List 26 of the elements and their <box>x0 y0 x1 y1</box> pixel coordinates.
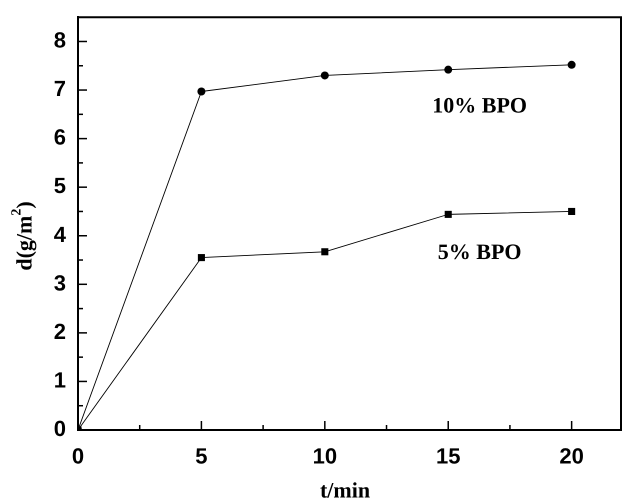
y-tick-label: 1 <box>54 368 66 392</box>
x-tick-label: 0 <box>72 443 84 468</box>
x-tick-label: 10 <box>312 443 338 468</box>
y-tick-label: 6 <box>54 124 66 150</box>
series-label: 10% BPO <box>432 92 528 118</box>
y-tick-label: 8 <box>54 28 66 53</box>
point <box>320 71 329 80</box>
y-tick-label: 5 <box>54 173 66 198</box>
point <box>568 208 576 215</box>
point <box>568 60 576 69</box>
y-tick-label: 4 <box>54 222 67 247</box>
y-tick-label: 2 <box>54 318 66 344</box>
point <box>198 254 205 262</box>
point <box>444 66 452 74</box>
y-tick-label: 0 <box>54 416 66 442</box>
y-axis-title: d(g/m2) <box>10 201 37 271</box>
y-tick-label: 7 <box>54 76 66 102</box>
x-axis-title: t/min <box>320 478 370 503</box>
x-tick-label: 20 <box>559 443 584 468</box>
x-tick-label: 15 <box>436 443 460 468</box>
x-tick-label: 5 <box>195 443 208 468</box>
point <box>444 210 452 218</box>
series-label: 5% BPO <box>438 239 522 264</box>
point <box>321 248 328 256</box>
y-tick-label: 3 <box>54 270 66 296</box>
point <box>197 88 206 96</box>
